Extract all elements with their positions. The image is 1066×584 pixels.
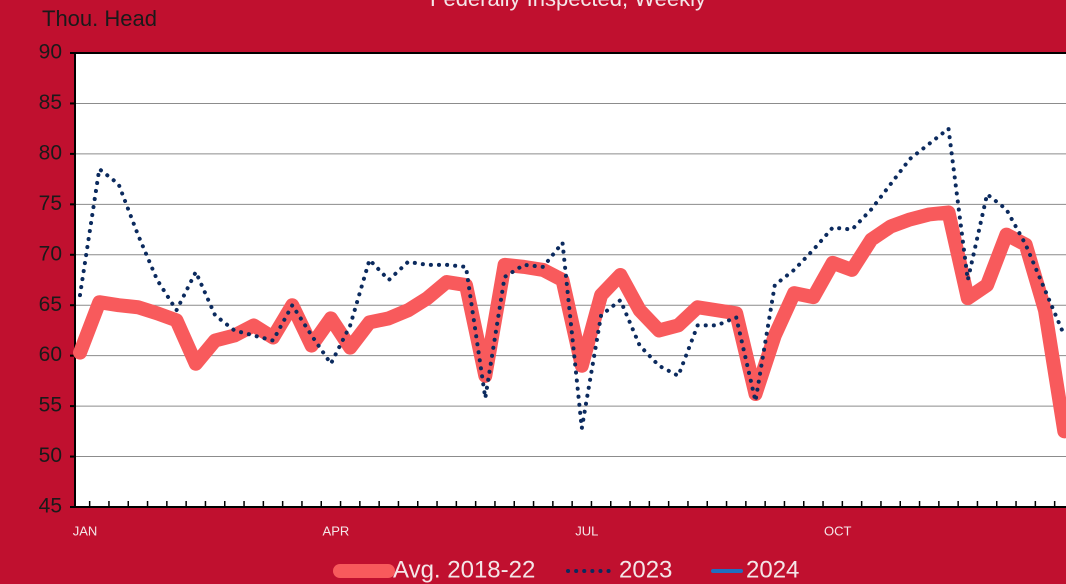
x-tick-label: APR xyxy=(323,523,350,538)
y-tick-label: 90 xyxy=(39,41,62,64)
y-tick-label: 60 xyxy=(39,343,62,366)
y-tick-label: 70 xyxy=(39,242,62,265)
y-tick-label: 45 xyxy=(39,495,62,518)
y-tick-label: 65 xyxy=(39,293,62,316)
y-axis-label: Thou. Head xyxy=(42,6,157,31)
series-line xyxy=(78,126,1066,431)
x-tick-label: JUL xyxy=(575,523,598,538)
y-tick-label: 85 xyxy=(39,91,62,114)
plot-area xyxy=(75,53,1066,507)
y-tick-label: 55 xyxy=(39,394,62,417)
chart-title: Federally Inspected, Weekly xyxy=(430,0,706,11)
x-tick-label: OCT xyxy=(824,523,852,538)
y-tick-label: 75 xyxy=(39,192,62,215)
legend-label: 2024 xyxy=(746,556,799,583)
x-tick-label: JAN xyxy=(73,523,98,538)
y-tick-label: 80 xyxy=(39,141,62,164)
legend-label: Avg. 2018-22 xyxy=(393,556,535,583)
y-tick-label: 50 xyxy=(39,444,62,467)
legend-label: 2023 xyxy=(619,556,672,583)
